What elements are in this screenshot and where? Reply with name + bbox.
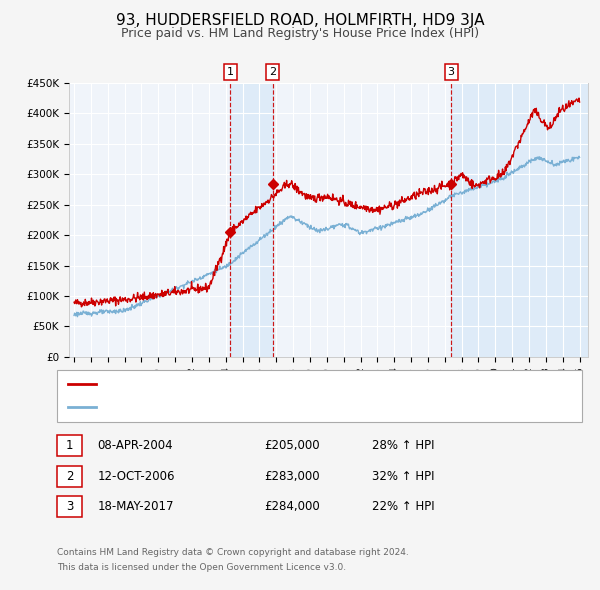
Text: 3: 3	[66, 500, 73, 513]
Text: 08-APR-2004: 08-APR-2004	[97, 439, 173, 452]
Text: Price paid vs. HM Land Registry's House Price Index (HPI): Price paid vs. HM Land Registry's House …	[121, 27, 479, 40]
Text: £283,000: £283,000	[264, 470, 320, 483]
Text: 93, HUDDERSFIELD ROAD, HOLMFIRTH, HD9 3JA (detached house): 93, HUDDERSFIELD ROAD, HOLMFIRTH, HD9 3J…	[102, 379, 446, 389]
Text: 3: 3	[448, 67, 455, 77]
Bar	[230, 83, 272, 357]
Text: 1: 1	[227, 67, 234, 77]
Text: This data is licensed under the Open Government Licence v3.0.: This data is licensed under the Open Gov…	[57, 563, 346, 572]
Text: £205,000: £205,000	[264, 439, 320, 452]
Text: 22% ↑ HPI: 22% ↑ HPI	[372, 500, 434, 513]
Text: 28% ↑ HPI: 28% ↑ HPI	[372, 439, 434, 452]
Bar	[451, 83, 588, 357]
Text: 32% ↑ HPI: 32% ↑ HPI	[372, 470, 434, 483]
Text: HPI: Average price, detached house, Kirklees: HPI: Average price, detached house, Kirk…	[102, 402, 337, 412]
Text: 1: 1	[66, 439, 73, 452]
Text: 2: 2	[66, 470, 73, 483]
Text: £284,000: £284,000	[264, 500, 320, 513]
Text: 12-OCT-2006: 12-OCT-2006	[97, 470, 175, 483]
Text: Contains HM Land Registry data © Crown copyright and database right 2024.: Contains HM Land Registry data © Crown c…	[57, 548, 409, 556]
Text: 93, HUDDERSFIELD ROAD, HOLMFIRTH, HD9 3JA: 93, HUDDERSFIELD ROAD, HOLMFIRTH, HD9 3J…	[116, 13, 484, 28]
Text: 18-MAY-2017: 18-MAY-2017	[97, 500, 174, 513]
Text: 2: 2	[269, 67, 276, 77]
